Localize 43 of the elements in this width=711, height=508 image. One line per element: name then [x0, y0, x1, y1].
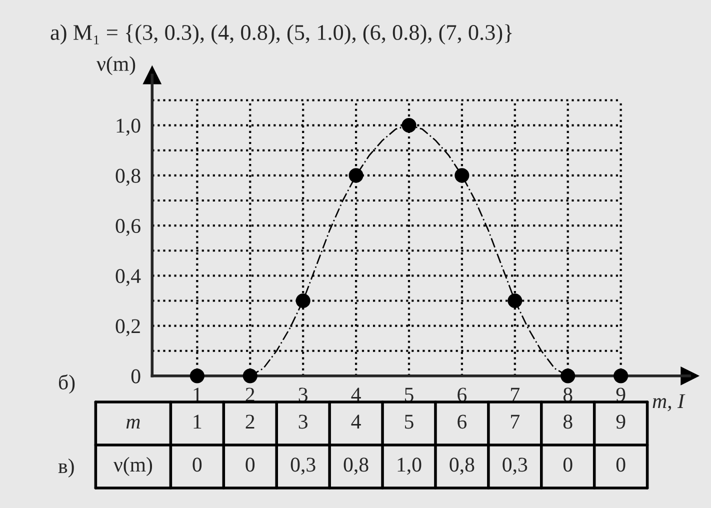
point: [560, 368, 576, 384]
y-tick-label: 0: [131, 369, 140, 384]
point: [454, 168, 470, 183]
point: [614, 368, 628, 384]
y-tick-label: 0,6: [116, 218, 140, 236]
text: 7: [511, 414, 520, 429]
point: [296, 293, 310, 308]
text: 3: [298, 414, 308, 429]
chart-title: а) M₁ = {(3, 0.3), (4, 0.8), (5, 1.0), (6, 0.8), (7, 0.3)}: [50, 24, 512, 45]
point: [348, 168, 364, 183]
text: 0,3: [502, 458, 528, 475]
y-tick-label: 0,8: [116, 168, 140, 186]
text: 1,0: [398, 458, 422, 475]
point: [402, 118, 416, 133]
text: 6: [458, 414, 467, 429]
text: 0: [246, 458, 255, 472]
text: в): [58, 458, 74, 478]
point: [190, 368, 204, 384]
y-tick-label: m: [126, 418, 140, 429]
y-tick-label: 0,4: [116, 269, 141, 286]
text: 9: [616, 414, 626, 429]
text: 2: [246, 414, 254, 429]
text: 8: [563, 414, 572, 429]
text: 4: [351, 414, 361, 429]
y-tick-label: ν(m): [113, 457, 152, 476]
text: 0,8: [344, 458, 368, 475]
y-tick-label: 0,2: [116, 319, 140, 336]
x-tick-label: 7: [511, 388, 520, 402]
point: [242, 368, 258, 384]
text: 0,3: [290, 458, 316, 475]
text: 1: [194, 414, 202, 429]
x-tick-label: 8: [563, 388, 572, 402]
x-tick-label: 6: [458, 388, 467, 402]
text: б): [58, 374, 75, 394]
y-tick-label: 1,0: [116, 118, 140, 136]
text: 0: [616, 458, 626, 472]
text: 5: [405, 414, 414, 429]
text: 0: [192, 458, 202, 472]
text: 0,8: [450, 458, 474, 475]
x-tick-label: 4: [351, 388, 361, 402]
text: 0: [563, 458, 572, 472]
point: [508, 293, 522, 308]
x-axis-title: m, I: [652, 394, 686, 412]
